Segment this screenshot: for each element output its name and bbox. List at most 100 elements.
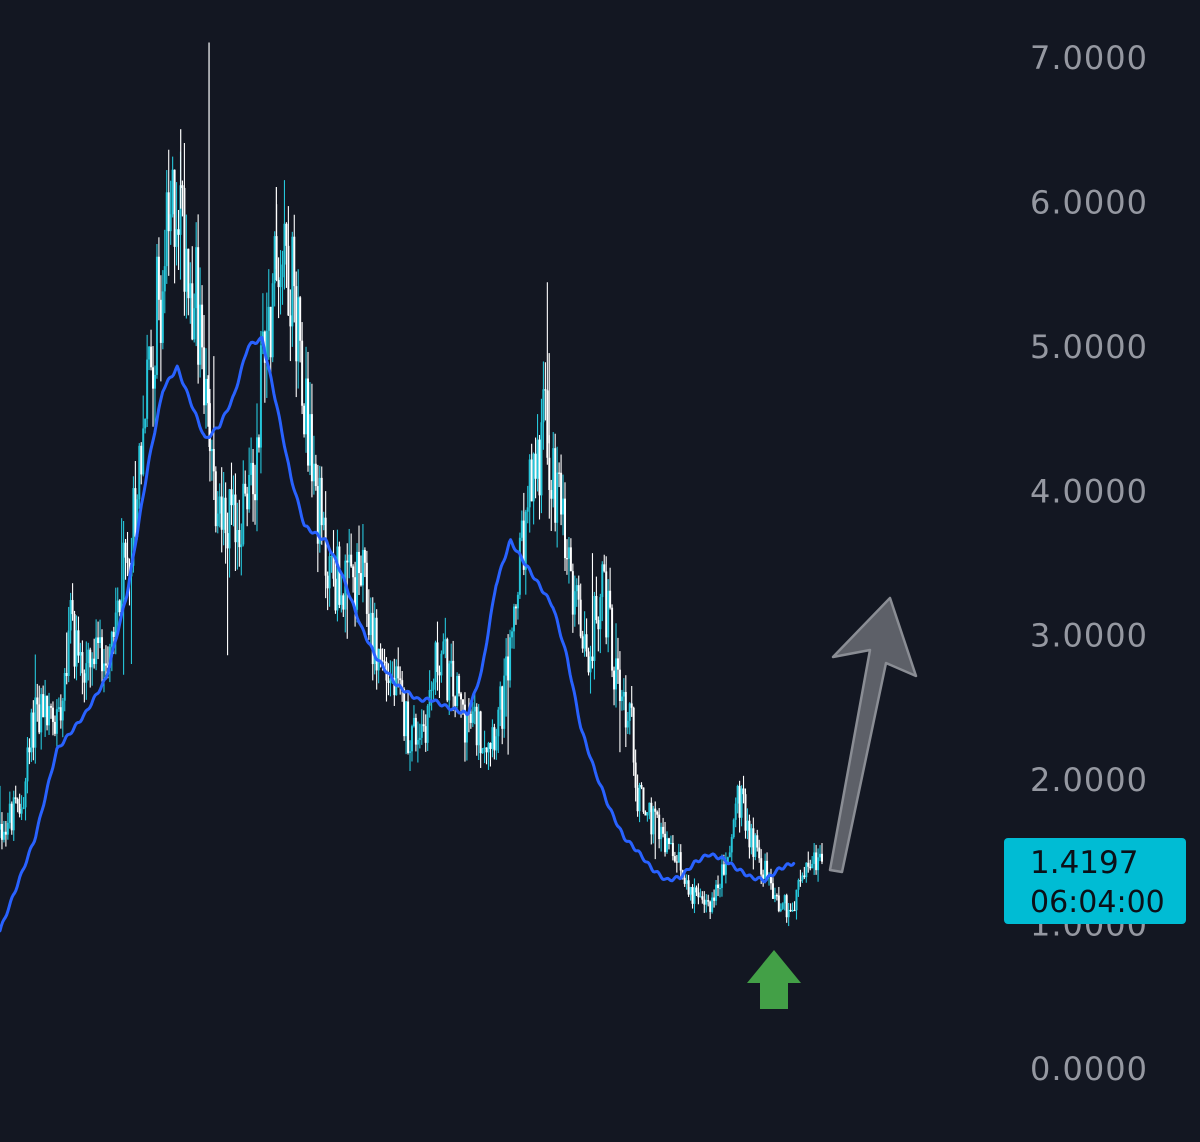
- candle-body: [630, 703, 633, 708]
- candle-body: [656, 811, 659, 815]
- candle-body: [697, 892, 700, 898]
- candle-body: [799, 880, 802, 882]
- candle-body: [240, 544, 243, 548]
- candle-body: [244, 483, 247, 494]
- candle-body: [693, 887, 696, 904]
- candle-body: [199, 304, 202, 365]
- candle-body: [667, 838, 670, 844]
- candle-body: [766, 860, 769, 877]
- candle-body: [518, 537, 521, 595]
- candle-body: [762, 874, 765, 879]
- candle-body: [489, 742, 492, 749]
- candle-body: [813, 852, 816, 864]
- candle-body: [652, 808, 655, 835]
- candle-body: [660, 826, 663, 840]
- candle-body: [562, 498, 565, 515]
- candle-body: [0, 823, 1, 830]
- candle-body: [516, 594, 519, 609]
- candle-body: [354, 577, 357, 610]
- candle-body: [703, 899, 706, 905]
- candle-body: [134, 488, 137, 537]
- candle-body: [159, 299, 162, 343]
- candle-body: [544, 389, 547, 391]
- candle-body: [118, 600, 121, 613]
- countdown-label: 06:04:00: [1030, 885, 1165, 920]
- candle-body: [724, 863, 727, 875]
- candle-body: [809, 866, 812, 869]
- candle-body: [114, 612, 117, 637]
- candle-body: [683, 877, 686, 884]
- candle-body: [573, 591, 576, 615]
- candle-body: [193, 308, 196, 340]
- candle-body: [173, 169, 176, 247]
- candle-body: [658, 814, 661, 840]
- candle-body: [760, 858, 763, 875]
- candle-body: [605, 571, 608, 638]
- candle-body: [144, 418, 147, 429]
- candle-body: [471, 711, 474, 723]
- candle-body: [291, 236, 294, 327]
- candle-body: [257, 437, 260, 448]
- candle-body: [534, 453, 537, 479]
- candle-body: [322, 517, 325, 526]
- candle-body: [46, 695, 49, 726]
- candle-body: [226, 533, 229, 549]
- candle-body: [742, 788, 745, 795]
- candle-body: [14, 797, 17, 800]
- candle-body: [120, 599, 123, 613]
- candle-body: [491, 727, 494, 749]
- candle-body: [569, 547, 572, 572]
- candle-body: [42, 694, 45, 718]
- candle-body: [634, 762, 637, 788]
- candle-body: [442, 641, 445, 654]
- candle-body: [475, 706, 478, 746]
- candle-body: [122, 542, 125, 600]
- candle-body: [685, 880, 688, 884]
- candle-body: [769, 874, 772, 884]
- candle-body: [220, 496, 223, 530]
- candle-body: [30, 712, 33, 753]
- candle-body: [613, 670, 616, 690]
- candle-body: [214, 471, 217, 527]
- candle-body: [232, 494, 235, 506]
- candle-body: [387, 680, 390, 683]
- candle-body: [185, 248, 188, 292]
- candle-body: [461, 699, 464, 705]
- candle-body: [758, 847, 761, 859]
- candle-body: [77, 630, 80, 656]
- candle-body: [201, 304, 204, 348]
- candle-body: [273, 236, 276, 284]
- candle-body: [738, 785, 741, 818]
- candle-body: [16, 799, 19, 804]
- candle-body: [821, 853, 823, 862]
- candle-body: [79, 652, 82, 656]
- candle-body: [644, 811, 647, 816]
- candle-body: [48, 706, 51, 726]
- candle-body: [556, 472, 559, 523]
- candle-body: [310, 414, 313, 482]
- candle-body: [434, 642, 437, 683]
- candle-body: [787, 909, 790, 918]
- candle-body: [316, 486, 319, 544]
- candle-body: [414, 717, 417, 745]
- candle-body: [303, 405, 306, 435]
- candle-body: [87, 649, 90, 664]
- candle-body: [420, 724, 423, 738]
- candle-body: [320, 477, 323, 526]
- candle-body: [485, 747, 488, 753]
- candle-body: [91, 658, 94, 668]
- candle-body: [642, 787, 645, 812]
- candle-body: [618, 669, 621, 702]
- y-tick-label: 5.0000: [1030, 328, 1148, 366]
- candle-body: [312, 463, 315, 482]
- candle-body: [187, 248, 190, 299]
- candle-body: [726, 857, 729, 864]
- candle-body: [750, 828, 753, 848]
- candle-body: [301, 340, 304, 406]
- candle-body: [503, 675, 506, 729]
- candle-body: [34, 697, 37, 748]
- candle-body: [536, 439, 539, 479]
- candle-body: [752, 828, 755, 857]
